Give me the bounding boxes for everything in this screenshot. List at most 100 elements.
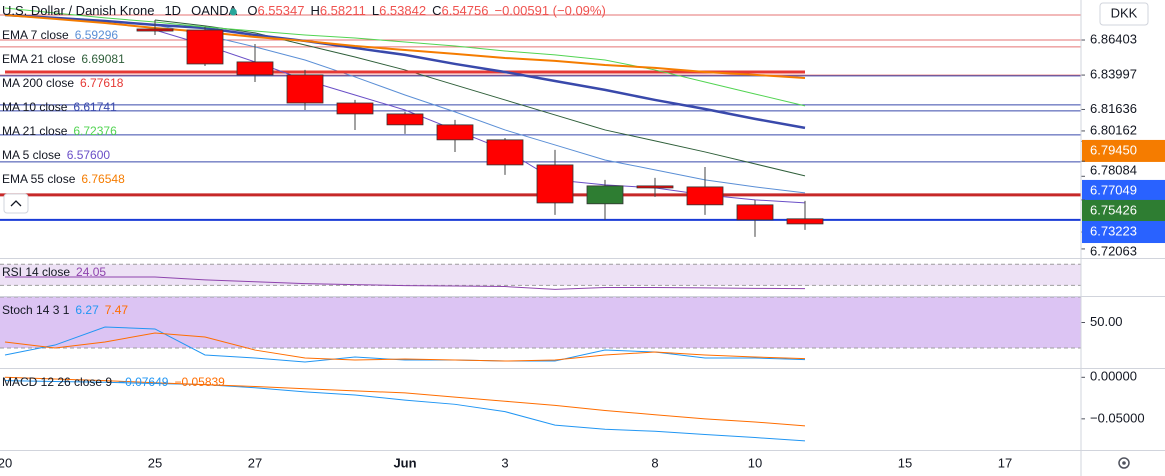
legend-value: −0.05839 (174, 375, 225, 389)
x-tick-label: Jun (393, 455, 416, 470)
legend-name: EMA 7 close (2, 28, 69, 42)
candle-body (136, 28, 174, 32)
x-tick-label: 10 (748, 455, 762, 470)
legend-name: EMA 21 close (2, 52, 76, 66)
candle-layer (136, 19, 824, 237)
ohlc-value: 6.53842 (379, 3, 426, 18)
indicator-line (4, 380, 806, 442)
price-badge (1082, 179, 1165, 202)
indicator-band (0, 264, 1081, 286)
legend-value: −0.07649 (118, 375, 169, 389)
change-value: −0.00591 (−0.09%) (494, 3, 605, 18)
legend-value: 24.05 (76, 265, 106, 279)
y-tick-label: 0.00000 (1090, 369, 1137, 384)
y-tick-label: 6.81636 (1090, 101, 1137, 116)
currency-label: DKK (1111, 5, 1138, 20)
legend-value: 6.77618 (80, 76, 124, 90)
x-tick-label: 3 (501, 455, 508, 470)
candle-body (736, 204, 774, 221)
legend-value: 6.27 (75, 303, 99, 317)
gear-hub (1122, 461, 1126, 465)
x-tick-label: 17 (998, 455, 1012, 470)
line-layer (4, 7, 806, 442)
x-tick-label: 8 (651, 455, 658, 470)
ohlc-values: O6.55347 H6.58211 L6.53842 C6.54756 −0.00591… (247, 3, 605, 18)
candle-body (686, 186, 724, 206)
collapse-icon (10, 200, 22, 207)
y-tick-label: 6.75426 (1090, 202, 1137, 217)
y-tick-label: 6.72063 (1090, 243, 1137, 258)
indicator-line (4, 332, 806, 362)
candle-body (286, 74, 324, 104)
y-tick-label: 6.73223 (1090, 223, 1137, 238)
candle-body (236, 61, 274, 76)
indicator-line (4, 376, 806, 427)
candle-body (786, 218, 824, 225)
legend-name: MA 10 close (2, 100, 68, 114)
legend-name: MA 21 close (2, 124, 68, 138)
legend-value: 6.72376 (73, 124, 117, 138)
candle-body (636, 185, 674, 189)
y-tick-label: 6.78084 (1090, 162, 1137, 177)
candle-body (386, 113, 424, 126)
ohlc-value: 6.55347 (257, 3, 304, 18)
y-tick-label: 6.77049 (1090, 182, 1137, 197)
price-badge (1082, 139, 1165, 162)
candle-body (186, 29, 224, 65)
legend-value: 6.57600 (67, 148, 111, 162)
y-tick-label: 6.83997 (1090, 67, 1137, 82)
indicator-line (4, 14, 806, 79)
candle-body (586, 185, 624, 205)
candle-body (436, 124, 474, 141)
settings-button[interactable] (1118, 457, 1130, 469)
legend-value: 6.69081 (81, 52, 125, 66)
price-badge (1082, 199, 1165, 222)
legend-value: 6.59296 (75, 28, 119, 42)
currency-badge (1099, 2, 1149, 26)
gear-icon[interactable] (1118, 457, 1130, 469)
legend-name: EMA 55 close (2, 172, 76, 186)
collapse-button-box[interactable] (3, 193, 29, 214)
x-tick-label: 15 (898, 455, 912, 470)
legend-value: 7.47 (105, 303, 129, 317)
indicator-line (4, 13, 806, 130)
legend-name: MA 5 close (2, 148, 61, 162)
status-dot (229, 8, 237, 16)
pane-label: Stoch 14 3 1 (2, 303, 70, 317)
legend-value: 6.61741 (73, 100, 117, 114)
ohlc-label: H (310, 3, 319, 18)
collapse-button[interactable] (3, 193, 29, 214)
price-badge (1082, 221, 1165, 244)
y-tick-label: 6.79450 (1090, 142, 1137, 157)
pane-label: MACD 12 26 close 9 (2, 375, 112, 389)
header-exchange: OANDA (191, 3, 238, 18)
ohlc-value: 6.54756 (441, 3, 488, 18)
y-tick-label: −0.05000 (1090, 410, 1145, 425)
header-interval: 1D (164, 3, 181, 18)
candle-body (486, 139, 524, 166)
ohlc-label: L (372, 3, 379, 18)
ohlc-label: O (247, 3, 257, 18)
pane-label: RSI 14 close (2, 265, 70, 279)
indicator-line (154, 24, 806, 194)
y-tick-label: 50.00 (1090, 314, 1123, 329)
x-tick-label: 25 (148, 455, 162, 470)
indicator-line (4, 326, 806, 363)
candle-body (336, 102, 374, 115)
indicator-band (0, 297, 1081, 349)
legend-value: 6.76548 (81, 172, 125, 186)
y-tick-label: 6.86403 (1090, 31, 1137, 46)
y-tick-label: 6.80162 (1090, 122, 1137, 137)
header-symbol: U.S. Dollar / Danish Krone (2, 3, 154, 18)
ohlc-label: C (432, 3, 441, 18)
indicator-line (4, 7, 806, 107)
indicator-line (5, 276, 806, 290)
legend-name: MA 200 close (2, 76, 74, 90)
x-tick-label: 27 (248, 455, 262, 470)
chart-header: U.S. Dollar / Danish Krone 1D OANDA (2, 3, 238, 18)
ohlc-value: 6.58211 (320, 3, 366, 18)
